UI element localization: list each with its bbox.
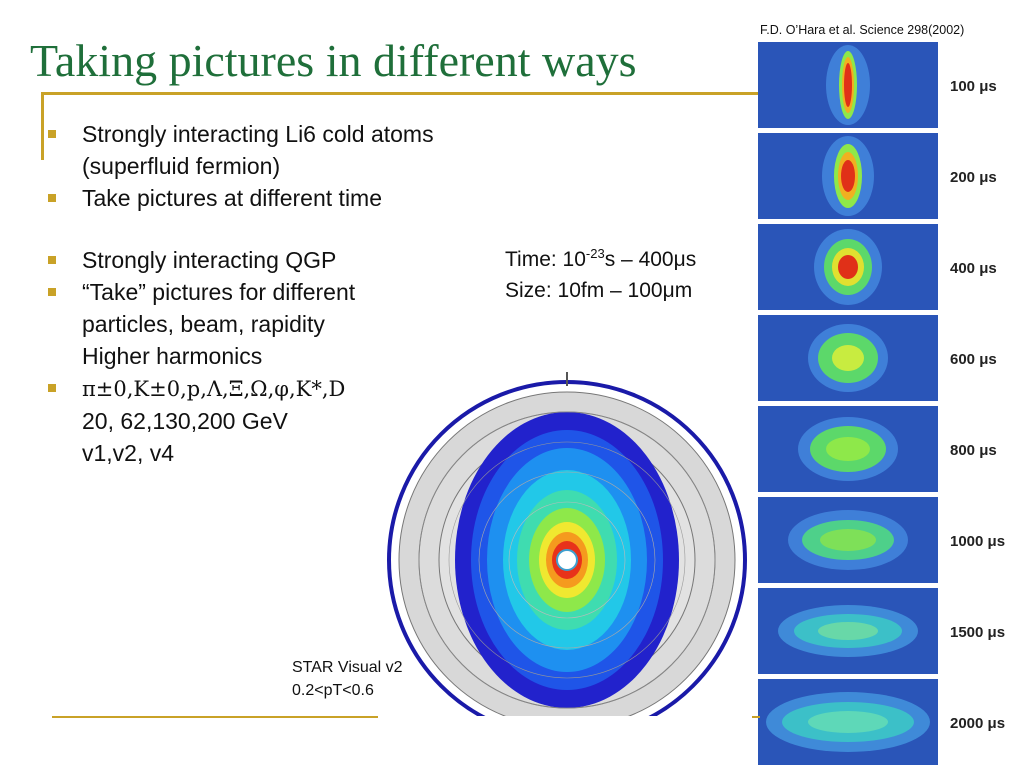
title-rule-vertical [41, 92, 44, 160]
frame-200us [758, 133, 938, 219]
frame-label-2000us: 2000 μs [950, 715, 1006, 732]
frame-label-200us: 200 μs [950, 169, 997, 186]
frame-label-100us: 100 μs [950, 78, 997, 95]
bullet-square-icon [48, 194, 56, 202]
bullet-take-quote: “Take” pictures for different particles, … [48, 276, 478, 372]
time-size-note: Time: 10-23s – 400μs Size: 10fm – 100μm [505, 246, 697, 302]
frame-label-1500us: 1500 μs [950, 624, 1006, 641]
bottom-rule-right [752, 716, 760, 718]
frame-label-1000us: 1000 μs [950, 533, 1006, 550]
frame-600us [758, 315, 938, 401]
bullet-square-icon [48, 384, 56, 392]
frame-2000us [758, 679, 938, 765]
frame-100us [758, 42, 938, 128]
star-visual-label: STAR Visual v2 0.2<pT<0.6 [292, 659, 403, 699]
bottom-rule [52, 716, 378, 718]
frame-800us [758, 406, 938, 492]
bullet-square-icon [48, 130, 56, 138]
frame-1000us [758, 497, 938, 583]
frame-label-400us: 400 μs [950, 260, 997, 277]
bullet-spacer [48, 214, 478, 244]
frame-label-600us: 600 μs [950, 351, 997, 368]
bullet-take-pictures: Take pictures at different time [48, 182, 478, 214]
title-rule-horizontal [41, 92, 761, 95]
bullet-square-icon [48, 256, 56, 264]
frame-400us [758, 224, 938, 310]
bullet-qgp: Strongly interacting QGP [48, 244, 478, 276]
frame-label-800us: 800 μs [950, 442, 997, 459]
bullet-li6: Strongly interacting Li6 cold atoms (sup… [48, 118, 478, 182]
slide-title: Taking pictures in different ways [30, 35, 637, 86]
bullet-particles: π±0,K±0,p,Λ,Ξ,Ω,φ,K*,D 20, 62,130,200 GeV… [48, 372, 478, 469]
citation: F.D. O’Hara et al. Science 298(2002) [760, 23, 965, 37]
bullet-list: Strongly interacting Li6 cold atoms (sup… [48, 118, 478, 469]
particle-list: π±0,K±0,p,Λ,Ξ,Ω,φ,K*,D [82, 377, 346, 401]
plot-center-hole [556, 549, 578, 571]
frame-1500us [758, 588, 938, 674]
bullet-square-icon [48, 288, 56, 296]
star-v2-plot [387, 372, 747, 716]
